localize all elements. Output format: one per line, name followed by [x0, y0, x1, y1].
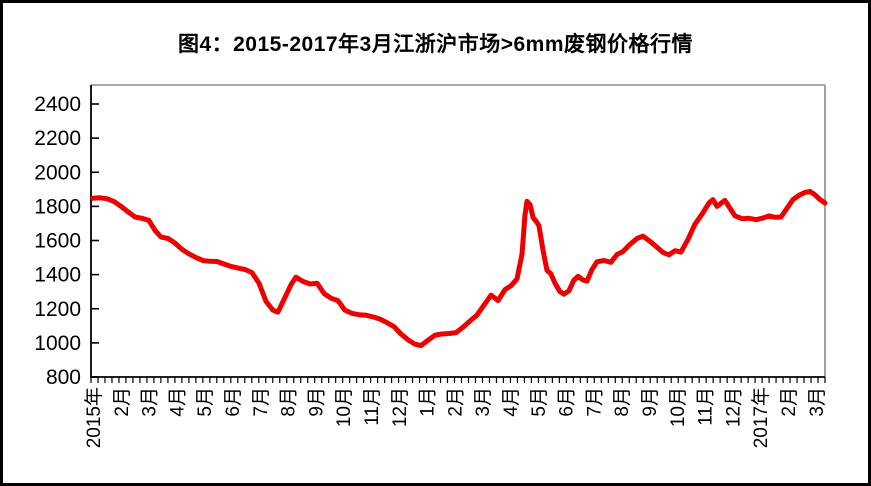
x-axis-label: 3月 [807, 387, 828, 417]
chart-title: 图4：2015-2017年3月江浙沪市场>6mm废钢价格行情 [177, 33, 694, 56]
y-axis-label: 1400 [34, 264, 81, 287]
x-axis-label: 2月 [445, 387, 466, 417]
x-axis-label: 6月 [223, 387, 244, 417]
x-axis-label: 3月 [140, 387, 161, 417]
y-axis-label: 2400 [34, 93, 81, 116]
x-axis-label: 11月 [362, 387, 383, 426]
x-axis-label: 7月 [584, 387, 605, 417]
y-axis-label: 1000 [34, 332, 81, 355]
price-line-chart: 800 1000 1200 1400 1600 1800 2000 2200 2400 2015年… [34, 84, 828, 448]
x-axis-label: 2月 [112, 387, 133, 417]
x-axis-label: 5月 [529, 387, 550, 417]
x-axis-label: 5月 [195, 387, 216, 417]
x-axis-label: 4月 [167, 387, 188, 417]
x-axis-label: 10月 [668, 387, 689, 427]
y-axis-label: 2000 [34, 161, 81, 184]
x-axis-label: 12月 [723, 387, 744, 427]
x-axis-label: 10月 [334, 387, 355, 427]
y-axis: 800 1000 1200 1400 1600 1800 2000 2200 2400 [34, 93, 99, 389]
x-axis-label: 4月 [501, 387, 522, 417]
plot-frame [90, 84, 826, 378]
x-axis-label: 3月 [473, 387, 494, 417]
x-axis-label: 2月 [779, 387, 800, 417]
x-axis-labels: 2015年 2月 3月 4月 5月 6月 7月 8月 9月 10月 11月 12月 1月 2月 3月 4月 5月… [83, 387, 828, 448]
x-axis-label: 9月 [306, 387, 327, 417]
y-axis-label: 1800 [34, 195, 81, 218]
x-axis-label: 8月 [279, 387, 300, 417]
y-axis-label: 800 [46, 366, 81, 389]
y-axis-label: 1600 [34, 230, 81, 253]
x-axis-label: 12月 [390, 387, 411, 427]
x-axis-label: 8月 [612, 387, 633, 417]
x-axis-label: 2017年 [750, 387, 772, 448]
x-axis-label: 11月 [696, 387, 717, 426]
x-axis-label: 2015年 [83, 387, 105, 448]
y-axis-label: 1200 [34, 298, 81, 321]
x-axis-label: 1月 [418, 387, 439, 417]
x-axis-label: 7月 [251, 387, 272, 417]
y-axis-label: 2200 [34, 127, 81, 150]
x-axis-label: 9月 [640, 387, 661, 417]
price-line [90, 188, 828, 349]
x-axis-ticks [90, 377, 826, 383]
x-axis-label: 6月 [557, 387, 578, 417]
